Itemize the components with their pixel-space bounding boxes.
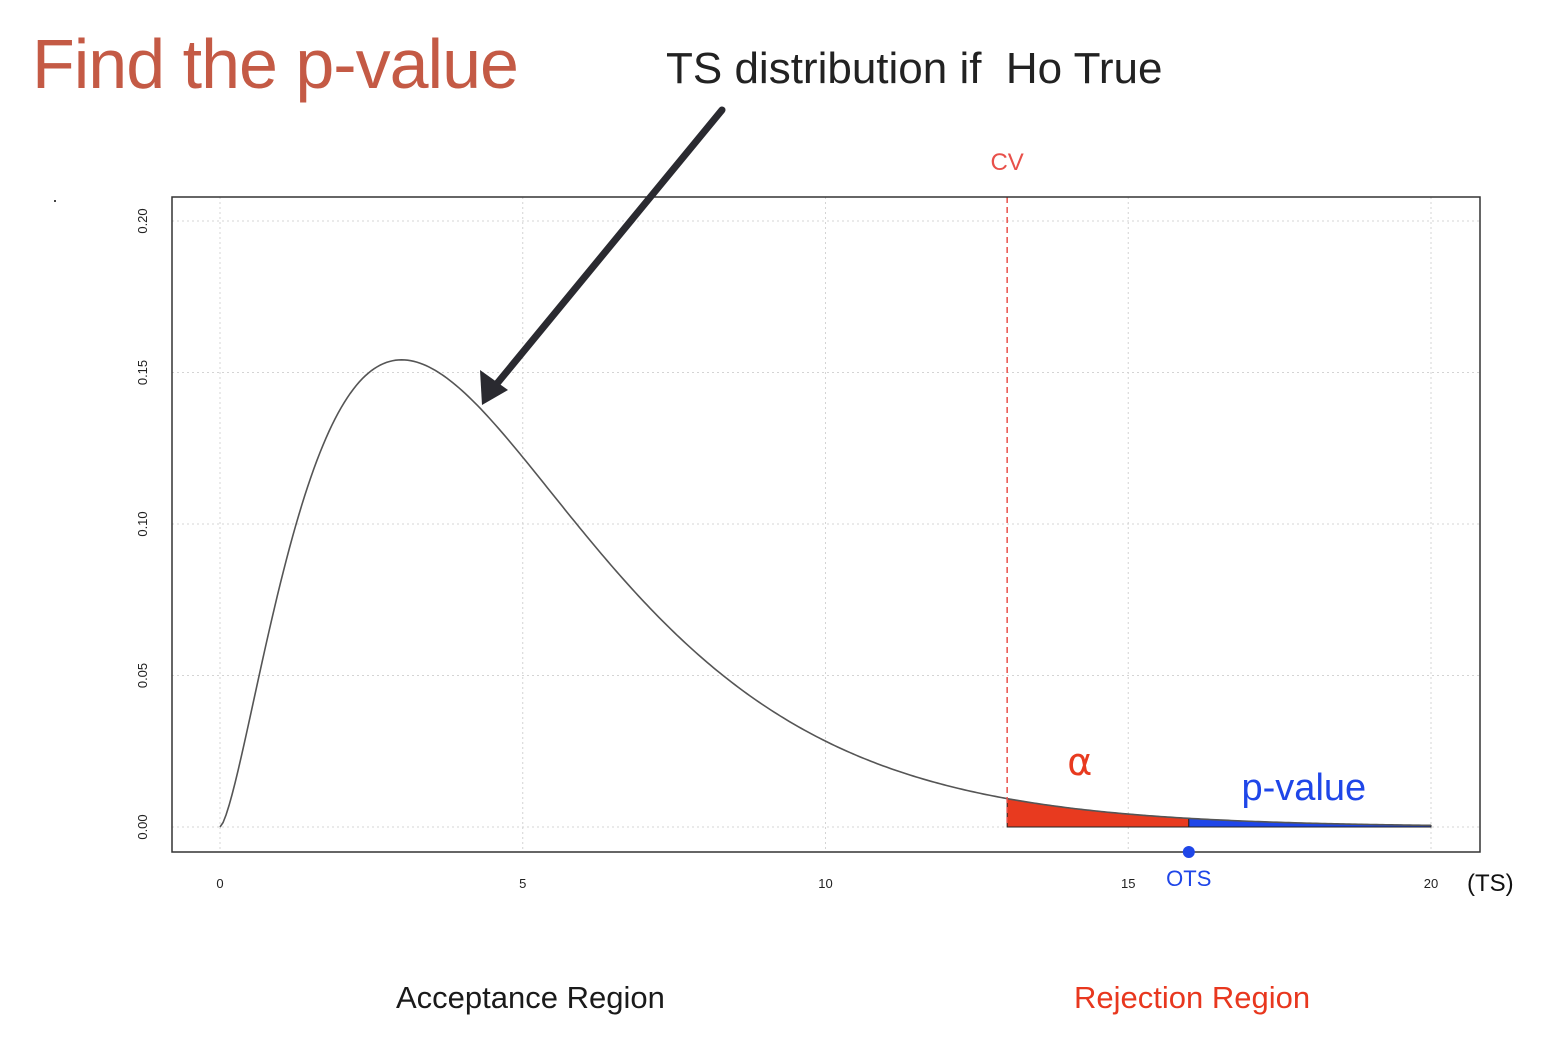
grid: [172, 197, 1480, 852]
distribution-annotation: TS distribution if Ho True: [666, 44, 1163, 93]
y-tick-label: 0.05: [135, 663, 150, 688]
cv-label: CV: [990, 149, 1023, 176]
rejection-region-label: Rejection Region: [1074, 980, 1311, 1015]
y-tick-label: 0.15: [135, 360, 150, 385]
y-tick-label: 0.10: [135, 511, 150, 536]
ots-point: [1182, 846, 1195, 858]
alpha-label: α: [1067, 740, 1092, 784]
x-axis-ticks: 0 5 10 15 20: [216, 876, 1438, 891]
density-curve: [219, 359, 1432, 828]
y-tick-label: 0.00: [135, 814, 150, 839]
x-tick-label: 15: [1121, 876, 1135, 891]
plot-frame: [171, 196, 1481, 853]
slide-title: Find the p-value: [32, 25, 519, 103]
x-tick-label: 10: [818, 876, 832, 891]
p-value-label: p-value: [1242, 767, 1367, 809]
shaded-regions: [1006, 798, 1432, 828]
x-unit-label: (TS): [1467, 870, 1514, 897]
annotation-arrow: [480, 106, 726, 405]
x-tick-label: 20: [1424, 876, 1438, 891]
x-tick-label: 5: [519, 876, 526, 891]
y-axis-ticks: 0.00 0.05 0.10 0.15 0.20: [135, 208, 150, 839]
x-tick-label: 0: [216, 876, 223, 891]
y-tick-label: 0.20: [135, 208, 150, 233]
ots-label: OTS: [1166, 866, 1211, 891]
acceptance-region-label: Acceptance Region: [396, 980, 665, 1015]
stray-dot: [54, 200, 56, 202]
